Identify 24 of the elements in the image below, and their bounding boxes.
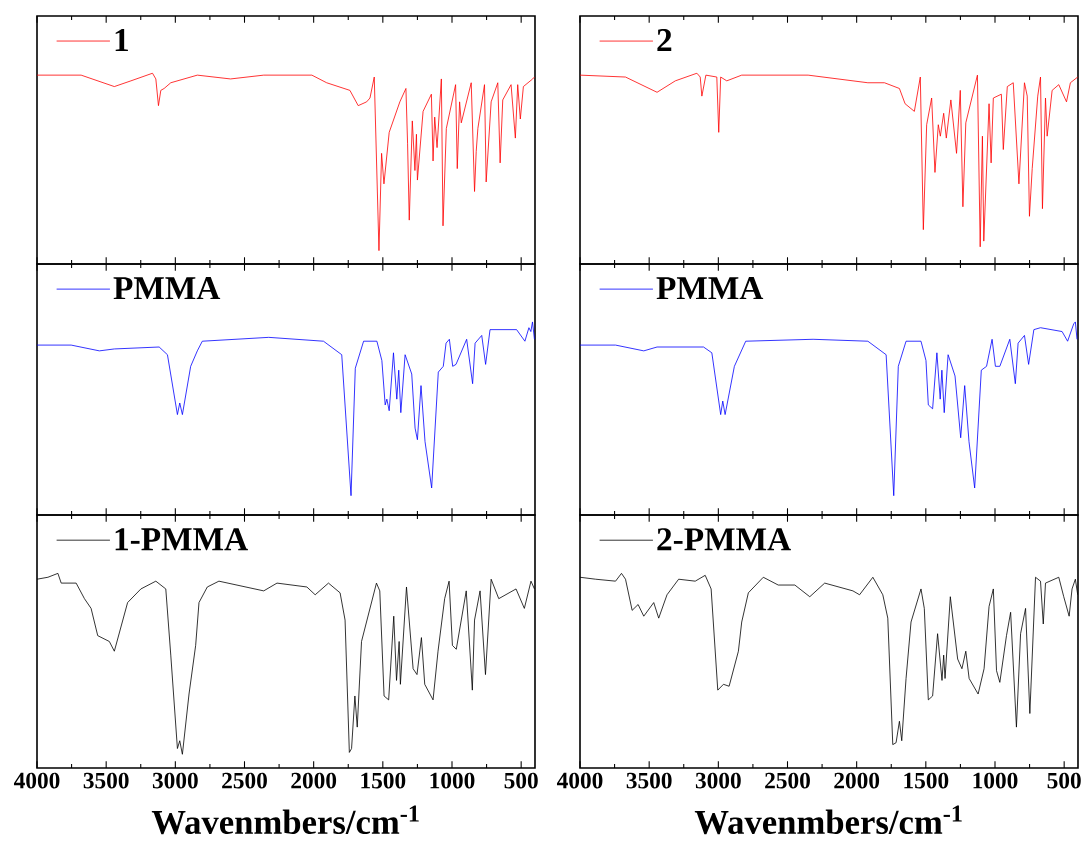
x-tick-label: 2500 [765,772,810,789]
legend-label: 2-PMMA [657,528,791,551]
x-tick-label: 2500 [222,772,267,789]
legend-label: 2 [657,29,672,52]
x-tick-label: 2000 [834,772,880,789]
x-tick-label: 500 [1047,772,1081,789]
x-tick-label: 1000 [430,772,475,789]
x-axis-title: Wavenmbers/cm$^{-1}$ [151,805,419,835]
x-tick-label: 1000 [973,772,1018,789]
legend-label: PMMA [113,277,221,300]
x-tick-label: 1500 [904,772,949,789]
legend-label: PMMA [656,277,764,300]
x-tick-label: 1500 [361,772,406,789]
x-tick-label: 4000 [556,772,603,789]
x-tick-label: 3500 [626,772,672,789]
x-tick-label: 2000 [291,772,337,789]
legend-label: 1-PMMA [115,528,248,551]
x-axis-title: Wavenmbers/cm$^{-1}$ [694,805,962,835]
x-tick-label: 3500 [83,772,129,789]
x-tick-label: 500 [504,772,538,789]
x-tick-label: 4000 [13,772,60,789]
x-tick-label: 3000 [695,772,741,789]
legend-label: 1 [115,29,128,52]
x-tick-label: 3000 [152,772,198,789]
